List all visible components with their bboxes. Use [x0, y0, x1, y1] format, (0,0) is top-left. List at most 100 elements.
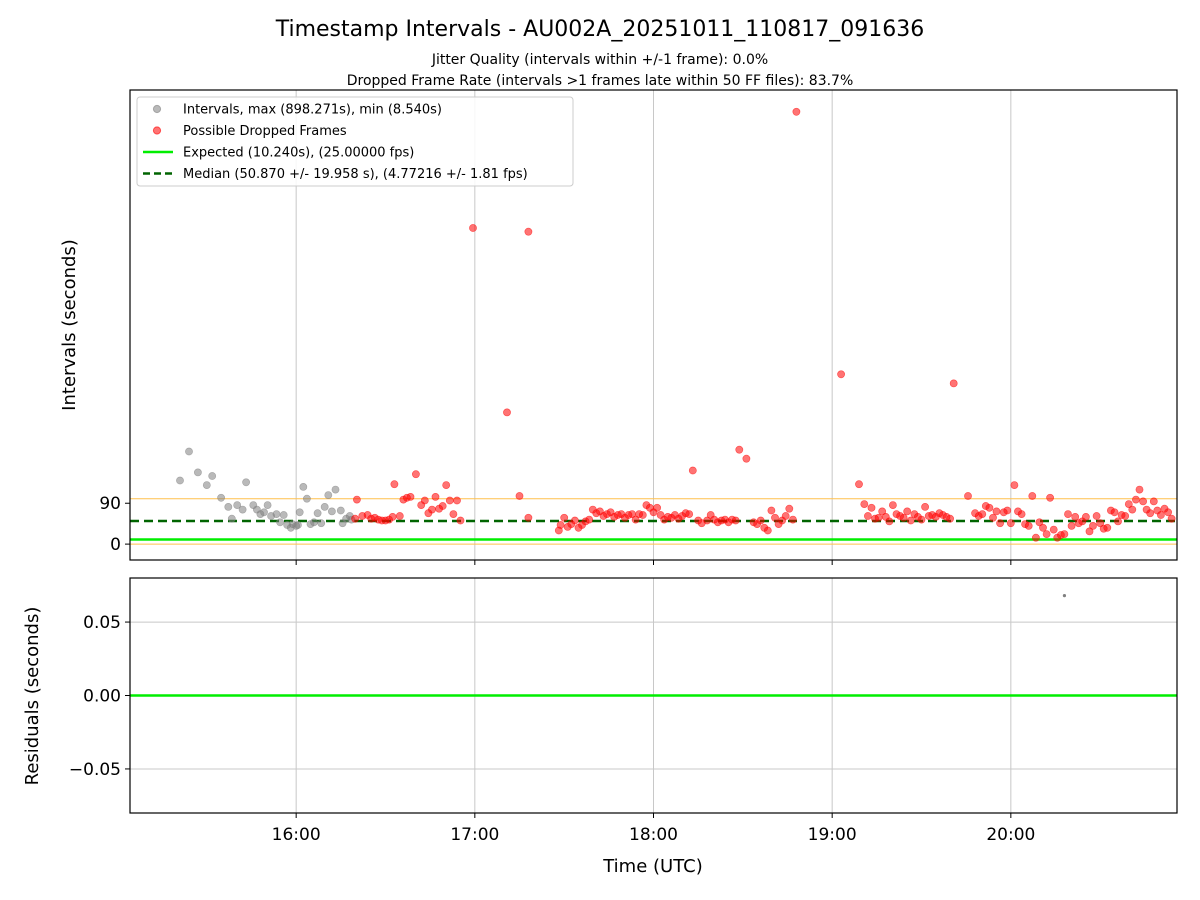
dropped-frame-point [1039, 523, 1047, 532]
dropped-frame-point [1042, 530, 1051, 538]
dropped-frame-point [1132, 495, 1140, 504]
interval-point [310, 518, 318, 527]
interval-point [336, 506, 345, 515]
legend-label: Median (50.870 +/- 19.958 s), (4.77216 +… [183, 167, 528, 182]
interval-point [217, 493, 225, 502]
dropped-frame-point [515, 492, 524, 500]
dropped-frame-point [1135, 485, 1144, 494]
interval-point [299, 482, 308, 491]
interval-point [324, 491, 333, 499]
dropped-frame-point [453, 496, 461, 505]
intervals-points [176, 107, 1176, 542]
residuals-lines [130, 594, 1177, 697]
interval-point [260, 508, 268, 517]
dropped-frame-point [1035, 518, 1044, 527]
dropped-frame-point [1121, 512, 1130, 520]
dropped-frame-point [867, 503, 876, 512]
dropped-frame-point [1139, 497, 1147, 506]
dropped-frame-point [1028, 492, 1037, 500]
interval-point [313, 509, 322, 518]
x-axis-label: Time (UTC) [602, 856, 703, 877]
dropped-frame-point [395, 512, 404, 520]
dropped-frame-point [1032, 533, 1040, 542]
dropped-frame-point [989, 513, 997, 522]
dropped-frame-point [571, 516, 579, 525]
dropped-frame-point [899, 513, 908, 522]
interval-point [233, 501, 242, 509]
dropped-frame-point [449, 510, 458, 518]
dropped-frame-point [1089, 522, 1097, 530]
dropped-frame-point [388, 513, 397, 521]
chart-title: Timestamp Intervals - AU002A_20251011_11… [275, 17, 925, 42]
dropped-frame-point [1046, 493, 1054, 502]
dropped-frame-point [837, 370, 845, 379]
dropped-frame-point [978, 510, 987, 518]
residuals-y-tick-label: 0.05 [83, 613, 121, 633]
dropped-frame-point [1024, 522, 1033, 530]
dropped-frame-point [1049, 525, 1058, 534]
interval-point [227, 514, 236, 523]
x-tick-label: 19:00 [808, 825, 857, 845]
dropped-frame-point [524, 513, 533, 522]
dropped-frame-point [767, 506, 776, 515]
dropped-frame-point [1146, 509, 1155, 518]
dropped-frame-point [1096, 519, 1105, 528]
dropped-frame-point [1092, 512, 1101, 520]
dropped-frame-point [921, 502, 929, 511]
dropped-frame-point [1006, 519, 1015, 528]
dropped-frame-point [789, 515, 797, 524]
interval-point [302, 494, 311, 503]
dropped-frame-point [469, 224, 477, 232]
dropped-frame-point [1060, 530, 1069, 538]
dropped-frame-point [352, 495, 361, 504]
residuals-y-tick-label: 0.00 [83, 687, 121, 707]
dropped-frame-point [906, 516, 915, 525]
dropped-frame-point [792, 107, 801, 116]
dropped-frame-point [855, 480, 863, 489]
interval-point [242, 478, 250, 487]
dropped-frame-point [992, 507, 1001, 516]
dropped-frame-point [420, 496, 429, 505]
interval-point [293, 521, 302, 529]
dropped-frame-point [503, 408, 511, 417]
dropped-frame-point [1010, 481, 1019, 489]
intervals-y-tick-label: 0 [110, 535, 121, 555]
dropped-frame-point [1114, 517, 1122, 526]
dropped-frame-point [524, 227, 533, 236]
dropped-frame-point [438, 502, 447, 510]
dropped-frame-point [903, 507, 912, 516]
interval-point [295, 508, 304, 517]
dropped-frame-point [556, 521, 565, 529]
dropped-frame-point [1082, 513, 1090, 521]
dropped-frame-point [946, 514, 954, 523]
interval-point [276, 518, 284, 527]
x-tick-label: 20:00 [986, 825, 1035, 845]
dropped-frame-point [756, 516, 765, 525]
dropped-frame-point [1167, 514, 1176, 523]
dropped-frame-point [742, 454, 751, 463]
dropped-frame-point [442, 481, 451, 489]
legend: Intervals, max (898.271s), min (8.540s) P… [136, 96, 574, 187]
dropped-frame-point [406, 492, 415, 501]
dropped-frame-point [1067, 522, 1076, 530]
dropped-frame-point [428, 505, 436, 514]
dropped-frame-point [653, 503, 661, 512]
dropped-frame-point [864, 512, 872, 520]
dropped-frame-point [874, 513, 883, 522]
interval-point [320, 502, 329, 511]
dropped-frame-point [781, 512, 790, 520]
dropped-frame-point [735, 445, 744, 454]
dropped-frame-point [1071, 513, 1080, 521]
x-tick-label: 16:00 [272, 825, 321, 845]
interval-point [185, 447, 193, 456]
legend-label: Possible Dropped Frames [183, 124, 347, 139]
legend-label: Intervals, max (898.271s), min (8.540s) [183, 103, 442, 118]
dropped-frame-point [445, 496, 454, 505]
dropped-frame-point [1003, 506, 1012, 515]
dropped-frame-point [878, 507, 887, 516]
dropped-frame-point [1085, 527, 1094, 536]
chart-subtitle-dropped: Dropped Frame Rate (intervals >1 frames … [347, 73, 854, 89]
dropped-frame-point [351, 514, 359, 523]
residuals-plot: 0.05 0.00 −0.05 16:00 17:00 18:00 19:00 20:00 R… [22, 577, 1178, 877]
dropped-frame-point [1157, 511, 1165, 519]
